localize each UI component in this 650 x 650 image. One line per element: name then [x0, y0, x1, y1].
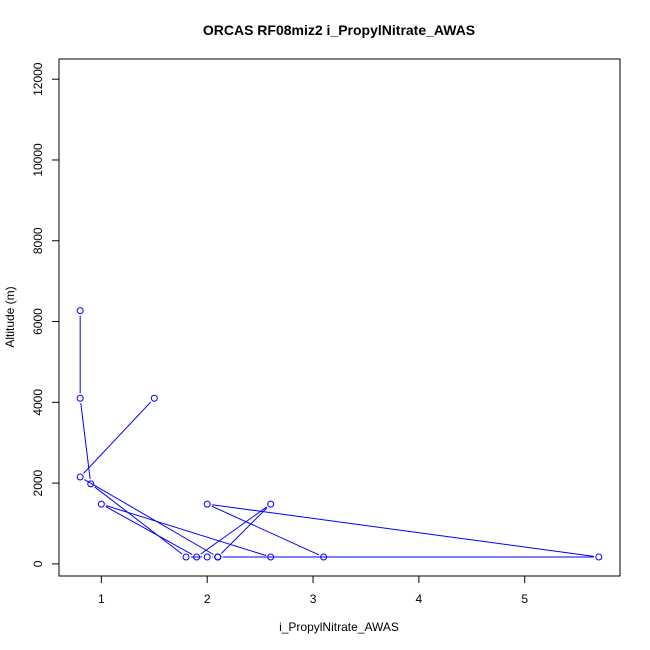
data-point [214, 553, 222, 561]
series-segment [83, 401, 152, 474]
data-point [87, 480, 95, 488]
y-tick-label: 4000 [31, 389, 45, 416]
series-layer [76, 307, 603, 561]
x-tick-label: 3 [310, 592, 317, 606]
x-tick-label: 1 [98, 592, 105, 606]
data-point [203, 553, 211, 561]
series-segment [105, 506, 193, 556]
data-point [193, 553, 201, 561]
data-point [267, 500, 275, 508]
plot-frame [58, 58, 621, 577]
data-point [76, 473, 84, 481]
data-point [595, 553, 603, 561]
x-tick-label: 4 [416, 592, 423, 606]
series-segment [220, 507, 268, 554]
y-tick-label: 8000 [31, 227, 45, 254]
y-tick-label: 10000 [31, 143, 45, 177]
y-axis: 0 2000 4000 6000 8000 10000 12000 [31, 62, 60, 567]
y-tick-label: 12000 [31, 62, 45, 96]
series-segment [212, 504, 594, 557]
x-axis: 1 2 3 4 5 [98, 575, 528, 606]
series-segment [105, 505, 267, 557]
series-segment [211, 505, 320, 556]
y-axis-label: Altitude (m) [3, 286, 17, 347]
data-point [203, 500, 211, 508]
data-point [182, 553, 190, 561]
y-tick-label: 2000 [31, 469, 45, 496]
data-point [320, 553, 328, 561]
data-point [150, 394, 158, 402]
series-segment [94, 486, 183, 555]
data-point [76, 307, 84, 315]
x-axis-label: i_PropylNitrate_AWAS [279, 620, 399, 634]
data-point [76, 394, 84, 402]
x-tick-label: 2 [204, 592, 211, 606]
chart-title: ORCAS RF08miz2 i_PropylNitrate_AWAS [203, 22, 475, 38]
series-segment [200, 506, 267, 555]
y-tick-label: 6000 [31, 308, 45, 335]
y-tick-label: 0 [31, 560, 45, 567]
data-point [97, 500, 105, 508]
series-segment [80, 403, 91, 480]
series-segment [84, 479, 214, 555]
data-point [267, 553, 275, 561]
x-tick-label: 5 [521, 592, 528, 606]
